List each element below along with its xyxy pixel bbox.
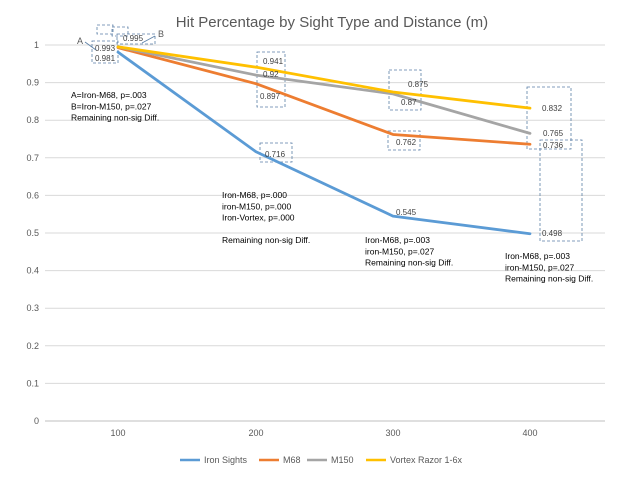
legend-label: M68 [283, 455, 301, 465]
data-label: 0.832 [542, 104, 563, 113]
annotation-line: Iron-M68, p=.000 [222, 190, 287, 200]
x-tick-label: 400 [522, 428, 537, 438]
x-tick-label: 300 [385, 428, 400, 438]
annotation-line: Remaining non-sig Diff. [71, 113, 159, 123]
callout-box [111, 26, 129, 37]
data-label: 0.993 [95, 44, 116, 53]
label-callout-boxes [91, 24, 583, 242]
data-label: 0.875 [408, 80, 429, 89]
annotation-line: iron-M150, p=.027 [365, 246, 434, 256]
data-label: 0.498 [542, 229, 563, 238]
annotation-line: Remaining non-sig Diff. [365, 258, 453, 268]
annotation-line: B=Iron-M150, p=.027 [71, 101, 152, 111]
legend-label: M150 [331, 455, 354, 465]
callout-box [387, 130, 421, 151]
data-label: 0.995 [123, 34, 144, 43]
y-axis-ticks: 0 0.1 0.2 0.3 0.4 0.5 0.6 0.7 0.8 0.9 1 [26, 40, 39, 426]
y-tick-label: 0.8 [26, 115, 39, 125]
data-label: 0.981 [95, 54, 116, 63]
x-tick-label: 100 [110, 428, 125, 438]
y-tick-label: 0.3 [26, 303, 39, 313]
data-label: 0.941 [263, 57, 284, 66]
callout-box [539, 139, 583, 242]
data-label: 0.716 [265, 150, 286, 159]
annotation-line: Remaining non-sig Diff. [222, 235, 310, 245]
series-line [116, 45, 532, 110]
y-tick-label: 0.5 [26, 228, 39, 238]
callout-box [388, 69, 422, 111]
x-axis-ticks: 100 200 300 400 [110, 428, 537, 438]
annotation-line: Iron-Vortex, p=.000 [222, 213, 295, 223]
data-label: 0.87 [401, 98, 417, 107]
data-label: 0.545 [396, 208, 417, 217]
y-tick-label: 0.1 [26, 378, 39, 388]
callout-box [96, 24, 114, 35]
callout-box [116, 33, 156, 45]
series-lines [116, 45, 532, 236]
y-tick-label: 0.4 [26, 266, 39, 276]
data-label: 0.762 [396, 138, 417, 147]
y-tick-label: 0.9 [26, 78, 39, 88]
marker-b: B [158, 29, 164, 39]
series-line [116, 45, 532, 135]
marker-a: A [77, 36, 83, 46]
gridlines [45, 44, 605, 422]
annotation-line: A=Iron-M68, p=.003 [71, 90, 147, 100]
annotation-line: iron-M150, p=.027 [505, 262, 574, 272]
annotation-line: Iron-M68, p=.003 [365, 235, 430, 245]
y-tick-label: 1 [34, 40, 39, 50]
legend-label: Iron Sights [204, 455, 248, 465]
data-labels: 0.993 0.995 0.981 0.941 0.92 0.897 0.716 0.875 0… [77, 29, 564, 238]
series-line [116, 46, 532, 146]
annotation-line: Remaining non-sig Diff. [505, 274, 593, 284]
data-label: 0.736 [543, 141, 564, 150]
marker-a-leader [84, 41, 97, 51]
marker-b-leader [141, 35, 156, 44]
annotation-line: Iron-M68, p=.003 [505, 251, 570, 261]
series-line [116, 50, 532, 236]
y-tick-label: 0 [34, 416, 39, 426]
chart-title: Hit Percentage by Sight Type and Distanc… [176, 14, 488, 31]
y-tick-label: 0.2 [26, 341, 39, 351]
data-label: 0.897 [260, 92, 281, 101]
data-label: 0.765 [543, 129, 564, 138]
y-tick-label: 0.7 [26, 153, 39, 163]
callout-box [526, 86, 572, 150]
x-tick-label: 200 [248, 428, 263, 438]
data-label: 0.92 [263, 70, 279, 79]
legend: Iron Sights M68 M150 Vortex Razor 1-6x [180, 455, 463, 465]
legend-label: Vortex Razor 1-6x [390, 455, 463, 465]
y-tick-label: 0.6 [26, 190, 39, 200]
annotation-line: iron-M150, p=.000 [222, 201, 291, 211]
